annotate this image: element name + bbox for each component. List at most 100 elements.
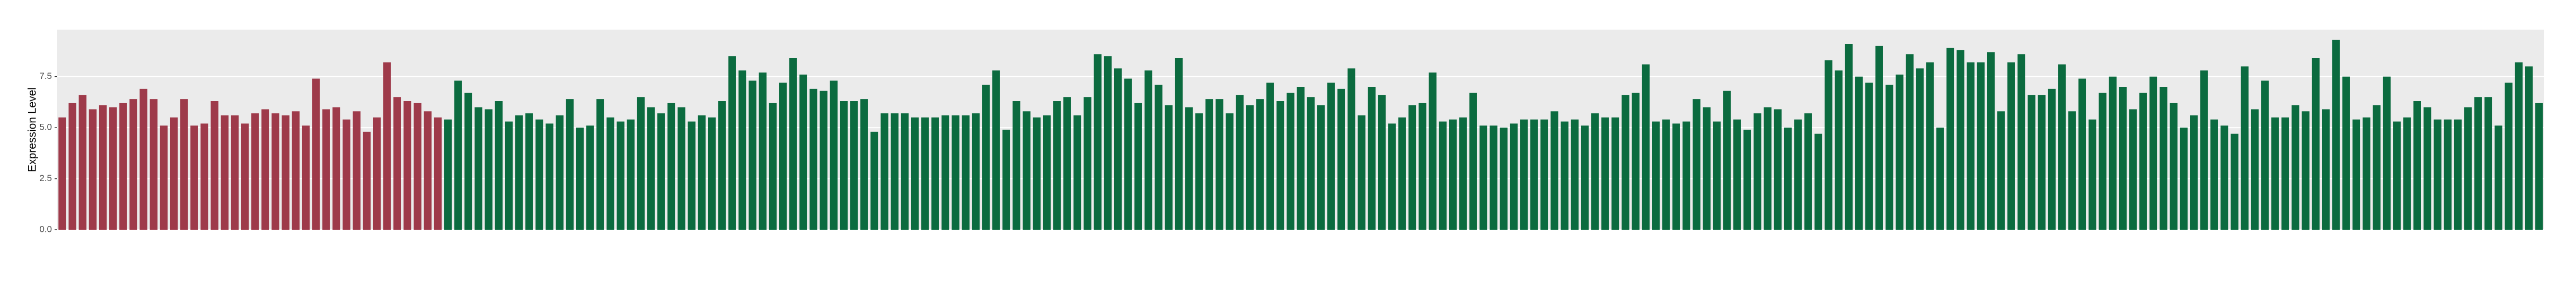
bar: [1124, 78, 1132, 230]
bar: [738, 70, 746, 230]
bar: [434, 117, 442, 230]
bar: [657, 113, 665, 230]
bar: [1266, 83, 1274, 230]
bar: [474, 107, 483, 230]
bar: [1489, 125, 1498, 230]
bar: [2200, 70, 2208, 230]
bar: [1327, 83, 1335, 230]
bar: [1439, 121, 1447, 230]
bar: [2017, 54, 2025, 230]
bar: [454, 80, 462, 230]
bar: [1378, 95, 1386, 230]
bar: [1987, 52, 1995, 230]
bar: [1520, 119, 1528, 230]
bar: [2301, 111, 2310, 230]
bar: [1530, 119, 1538, 230]
bar: [1063, 97, 1071, 230]
bar: [1571, 119, 1579, 230]
bar: [647, 107, 655, 230]
bar: [1195, 113, 1203, 230]
bar: [231, 115, 239, 230]
bar: [210, 101, 219, 230]
bar: [728, 56, 736, 230]
bar: [1977, 62, 1985, 230]
bar: [2504, 83, 2513, 230]
bar: [2383, 76, 2391, 230]
bar: [1845, 44, 1853, 230]
bar: [1053, 101, 1061, 230]
bar: [687, 121, 696, 230]
bar: [393, 97, 401, 230]
bar: [708, 117, 716, 230]
bar: [1885, 85, 1894, 230]
bar: [525, 113, 533, 230]
bar: [1154, 85, 1163, 230]
y-tick-label: 0.0: [39, 224, 52, 234]
bar: [2109, 76, 2117, 230]
bar: [637, 97, 645, 230]
bar: [1215, 99, 1224, 230]
bar: [1144, 70, 1153, 230]
bar: [2261, 80, 2269, 230]
bar: [1601, 117, 1609, 230]
bar: [2129, 109, 2137, 230]
bar: [1337, 88, 1345, 230]
bar: [860, 99, 868, 230]
bar: [1225, 113, 1234, 230]
bar: [2058, 64, 2066, 230]
bar: [190, 125, 198, 230]
bar: [961, 115, 970, 230]
bar: [1033, 117, 1041, 230]
bar: [921, 117, 929, 230]
bar: [2240, 66, 2249, 230]
bar: [2281, 117, 2289, 230]
bar: [799, 74, 807, 230]
bar: [1469, 93, 1477, 230]
bar: [505, 121, 513, 230]
bar: [880, 113, 889, 230]
bar: [1083, 97, 1092, 230]
bar: [1804, 113, 1812, 230]
bar: [1875, 46, 1883, 230]
bar: [769, 103, 777, 230]
bar: [1449, 119, 1457, 230]
bar: [2251, 109, 2259, 230]
bar: [68, 103, 77, 230]
bar: [2230, 133, 2239, 230]
bar: [2068, 111, 2076, 230]
bar: [1713, 121, 1721, 230]
bar: [972, 113, 980, 230]
bar: [2291, 105, 2300, 230]
bar: [180, 99, 188, 230]
bar: [840, 101, 848, 230]
bar: [1682, 121, 1691, 230]
bar: [464, 93, 472, 230]
bar: [1946, 48, 1954, 230]
bar: [566, 99, 574, 230]
y-axis-label: Expression Level: [27, 87, 39, 172]
bar: [129, 99, 137, 230]
bar: [271, 113, 280, 230]
bar: [1479, 125, 1487, 230]
bar: [1043, 115, 1051, 230]
bar: [1317, 105, 1325, 230]
bar: [312, 78, 320, 230]
bar: [1753, 113, 1762, 230]
bar: [931, 117, 939, 230]
bar: [2078, 78, 2086, 230]
bar: [1357, 115, 1366, 230]
bar: [149, 99, 158, 230]
bar: [2393, 121, 2401, 230]
bar: [2372, 105, 2381, 230]
bar: [830, 80, 838, 230]
bar: [1560, 121, 1569, 230]
bar: [1165, 105, 1173, 230]
bar: [627, 119, 635, 230]
bar: [1905, 54, 1914, 230]
bar: [1916, 68, 1924, 230]
bar: [616, 121, 625, 230]
bar: [1702, 107, 1711, 230]
bar: [1175, 58, 1183, 230]
bar: [951, 115, 960, 230]
